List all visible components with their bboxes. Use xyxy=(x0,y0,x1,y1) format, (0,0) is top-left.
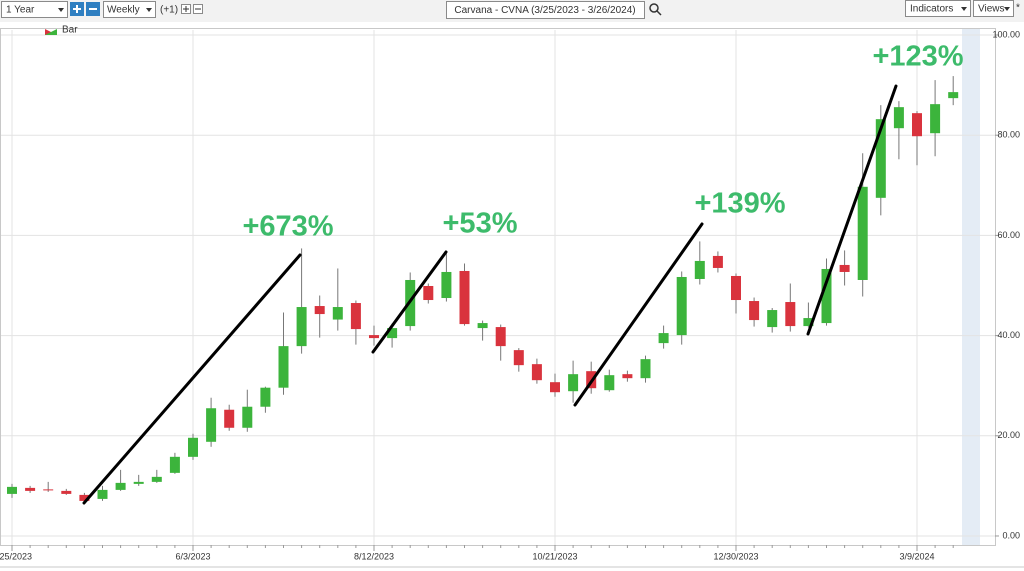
trend-line xyxy=(371,250,448,354)
candle-body xyxy=(803,318,814,327)
trend-lines xyxy=(82,84,898,505)
candle-body xyxy=(477,323,488,329)
annotation: +123% xyxy=(872,41,963,73)
candle-body xyxy=(839,264,850,272)
candle-body xyxy=(242,406,253,428)
views-button[interactable] xyxy=(973,0,1014,17)
offset-label: (+1) xyxy=(160,5,178,16)
views-star: * xyxy=(1016,3,1020,14)
candle-body xyxy=(948,92,959,99)
candle-body xyxy=(115,482,126,490)
candle-body xyxy=(459,270,470,325)
candle-body xyxy=(676,276,687,336)
annotation: +53% xyxy=(443,208,518,240)
x-tick-label: 3/9/2024 xyxy=(899,551,934,561)
x-tick-label: 8/12/2023 xyxy=(354,551,394,561)
candle-body xyxy=(930,104,941,134)
indicators-label: Indicators xyxy=(910,4,953,15)
candle-body xyxy=(206,408,217,442)
y-tick-label: 100.00 xyxy=(992,29,1020,39)
x-axis: 3/25/2023 6/3/2023 8/12/2023 10/21/2023 12/3… xyxy=(0,545,954,561)
candle-body xyxy=(332,307,343,320)
candle-body xyxy=(151,476,162,482)
candle-body xyxy=(79,494,90,501)
y-tick-label: 20.00 xyxy=(997,430,1020,440)
y-tick-label: 80.00 xyxy=(997,130,1020,140)
candle-body xyxy=(369,335,379,339)
x-tick-label: 6/3/2023 xyxy=(175,551,210,561)
candle-body xyxy=(550,382,560,393)
trend-line xyxy=(573,222,704,407)
candle-body xyxy=(912,113,922,137)
candle-body xyxy=(169,456,180,473)
trend-line xyxy=(806,84,898,336)
candle-body xyxy=(260,387,271,407)
search-icon[interactable] xyxy=(649,3,659,13)
annotations: +673% +53% +139% +123% xyxy=(242,41,963,243)
candle-body xyxy=(767,310,778,328)
period-select[interactable] xyxy=(1,1,68,18)
x-tick-label: 12/30/2023 xyxy=(713,551,758,561)
candle-body xyxy=(694,260,705,279)
candle-body xyxy=(821,268,832,324)
candle-body xyxy=(893,107,904,129)
chart-title: Carvana - CVNA (3/25/2023 - 3/26/2024) xyxy=(454,5,635,16)
candle-body xyxy=(622,374,633,379)
candle-body xyxy=(423,285,434,301)
candle-body xyxy=(640,359,651,379)
candle-body xyxy=(731,275,741,301)
x-tick-label: 10/21/2023 xyxy=(532,551,577,561)
candle-body xyxy=(568,374,579,392)
candle-body xyxy=(857,186,868,280)
period-label: 1 Year xyxy=(6,5,35,16)
interval-select[interactable] xyxy=(103,1,156,18)
candle-body xyxy=(604,375,615,391)
candle-body xyxy=(7,486,17,494)
candle-body xyxy=(441,271,452,299)
candle-body xyxy=(785,302,796,327)
legend-swatch-up xyxy=(45,29,57,35)
annotation: +673% xyxy=(242,211,333,243)
annotation: +139% xyxy=(694,188,785,220)
candle-body xyxy=(188,437,198,457)
candle-body xyxy=(296,307,307,347)
candle-body xyxy=(133,481,144,484)
y-tick-label: 40.00 xyxy=(997,330,1020,340)
indicators-button[interactable] xyxy=(905,0,971,17)
legend-label: Bar xyxy=(62,25,78,36)
candle-body xyxy=(43,489,54,491)
plot-area xyxy=(0,28,996,546)
candle-body xyxy=(314,306,325,315)
candle-body xyxy=(350,303,361,330)
candle-body xyxy=(25,487,36,491)
grid xyxy=(1,30,995,545)
candle-body xyxy=(224,409,235,428)
candle-body xyxy=(513,350,524,366)
y-tick-label: 60.00 xyxy=(997,230,1020,240)
candle-body xyxy=(495,327,506,347)
symbol-box[interactable] xyxy=(446,1,645,19)
interval-label: Weekly xyxy=(107,5,140,16)
candle-body xyxy=(278,346,289,388)
future-zone xyxy=(962,29,980,545)
candle-body xyxy=(658,333,669,344)
candle-body xyxy=(61,490,72,494)
trend-line xyxy=(82,253,302,505)
candle-body xyxy=(531,364,542,381)
candle-body xyxy=(875,119,886,198)
candles xyxy=(7,76,959,503)
views-label: Views xyxy=(978,4,1005,15)
x-tick-label: 3/25/2023 xyxy=(0,551,32,561)
candle-body xyxy=(387,328,398,339)
y-tick-label: 0.00 xyxy=(1002,530,1020,540)
candle-body xyxy=(97,489,108,499)
candle-body xyxy=(712,255,723,268)
candle-body xyxy=(749,301,760,321)
